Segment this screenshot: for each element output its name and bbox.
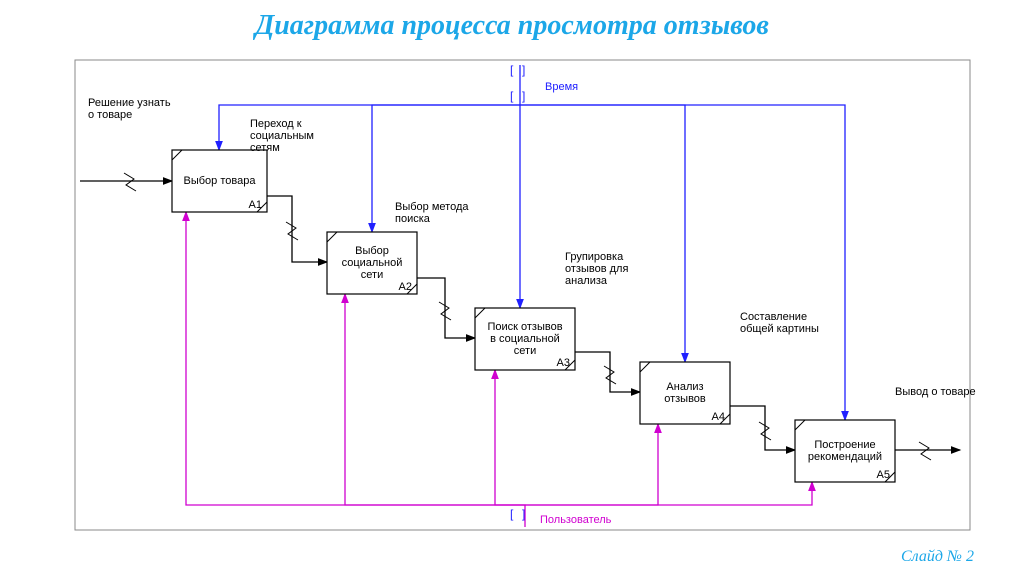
svg-text:в социальной: в социальной [490,333,560,345]
idef0-diagram: [][][]Выбор товараА1ВыборсоциальнойсетиА… [0,44,1024,584]
svg-text:анализа: анализа [565,275,608,287]
svg-text:отзывов: отзывов [664,393,706,405]
svg-text:Составление: Составление [740,311,807,323]
svg-text:социальной: социальной [342,257,403,269]
svg-text:А4: А4 [712,411,725,423]
node-A5: Построениерекомендаций А5 [795,420,895,482]
svg-text:сети: сети [361,269,383,281]
svg-text:Пользователь: Пользователь [540,514,612,526]
svg-text:Время: Время [545,81,578,93]
svg-text:сети: сети [514,345,536,357]
svg-text:Вывод о товаре: Вывод о товаре [895,386,976,398]
svg-text:рекомендаций: рекомендаций [808,451,882,463]
svg-text:Групировка: Групировка [565,251,624,263]
svg-text:Выбор метода: Выбор метода [395,201,469,213]
svg-text:сетям: сетям [250,142,280,154]
svg-text:Анализ: Анализ [666,381,703,393]
svg-text:]: ] [522,507,525,521]
node-A1: Выбор товара А1 [172,150,267,212]
svg-text:[: [ [510,89,514,103]
svg-text:социальным: социальным [250,130,314,142]
node-A2: Выборсоциальнойсети А2 [327,232,417,294]
svg-text:]: ] [522,89,525,103]
svg-text:Выбор: Выбор [355,245,389,257]
svg-text:А5: А5 [877,469,890,481]
svg-text:Поиск отзывов: Поиск отзывов [487,321,562,333]
svg-text:общей картины: общей картины [740,323,819,335]
svg-text:Переход к: Переход к [250,118,302,130]
svg-text:А1: А1 [249,199,262,211]
slide-title: Диаграмма процесса просмотра отзывов [0,0,1024,42]
svg-text:о товаре: о товаре [88,109,132,121]
node-A4: Анализотзывов А4 [640,362,730,424]
node-A3: Поиск отзывовв социальнойсети А3 [475,308,575,370]
svg-text:отзывов для: отзывов для [565,263,628,275]
svg-text:[: [ [510,63,514,77]
svg-text:[: [ [510,507,514,521]
svg-text:Построение: Построение [814,439,875,451]
svg-text:А3: А3 [557,357,570,369]
svg-text:Выбор товара: Выбор товара [184,175,257,187]
svg-text:А2: А2 [399,281,412,293]
svg-text:поиска: поиска [395,213,431,225]
svg-text:Решение узнать: Решение узнать [88,97,171,109]
slide: { "title": "Диаграмма процесса просмотра… [0,0,1024,574]
slide-number: Слайд № 2 [901,548,974,566]
svg-text:]: ] [522,63,525,77]
